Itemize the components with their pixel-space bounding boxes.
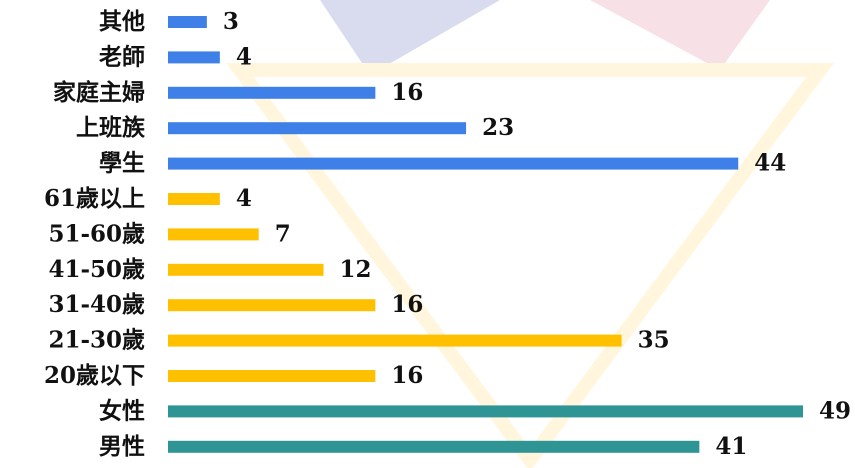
bar xyxy=(168,370,375,382)
bar xyxy=(168,122,466,134)
category-label: 31-40歲 xyxy=(48,291,145,318)
bar xyxy=(168,51,220,63)
bar xyxy=(168,193,220,205)
category-label: 41-50歲 xyxy=(48,256,145,283)
value-label: 23 xyxy=(482,114,514,141)
bar xyxy=(168,228,259,240)
category-label: 21-30歲 xyxy=(48,327,145,354)
category-label: 上班族 xyxy=(76,114,146,141)
bar xyxy=(168,335,622,347)
watermark xyxy=(590,0,770,70)
bar xyxy=(168,158,738,170)
value-label: 41 xyxy=(715,433,747,460)
category-label: 61歲以上 xyxy=(44,185,145,212)
category-label: 20歲以下 xyxy=(44,362,145,389)
category-label: 家庭主婦 xyxy=(53,79,145,106)
value-label: 16 xyxy=(391,291,423,318)
value-label: 16 xyxy=(391,79,423,106)
bar xyxy=(168,16,207,28)
bar xyxy=(168,299,375,311)
bar xyxy=(168,87,375,99)
category-label: 男性 xyxy=(99,433,145,460)
category-label: 學生 xyxy=(99,150,145,177)
bar xyxy=(168,405,803,417)
category-label: 其他 xyxy=(99,8,145,35)
bar xyxy=(168,441,699,453)
value-label: 4 xyxy=(236,185,252,212)
value-label: 49 xyxy=(819,397,851,424)
value-label: 4 xyxy=(236,43,252,70)
value-label: 16 xyxy=(391,362,423,389)
value-label: 44 xyxy=(754,150,786,177)
chart: 其他 3 老師 4 家庭主婦 16 上班族 23 學生 44 61歲以上 4 51-60歲 7 41-50歲… xyxy=(0,0,855,468)
value-label: 7 xyxy=(275,220,291,247)
bar xyxy=(168,264,324,276)
category-label: 老師 xyxy=(98,43,145,70)
category-label: 51-60歲 xyxy=(48,220,145,247)
value-label: 35 xyxy=(638,327,670,354)
value-label: 12 xyxy=(340,256,372,283)
value-label: 3 xyxy=(223,8,239,35)
category-label: 女性 xyxy=(99,397,145,424)
